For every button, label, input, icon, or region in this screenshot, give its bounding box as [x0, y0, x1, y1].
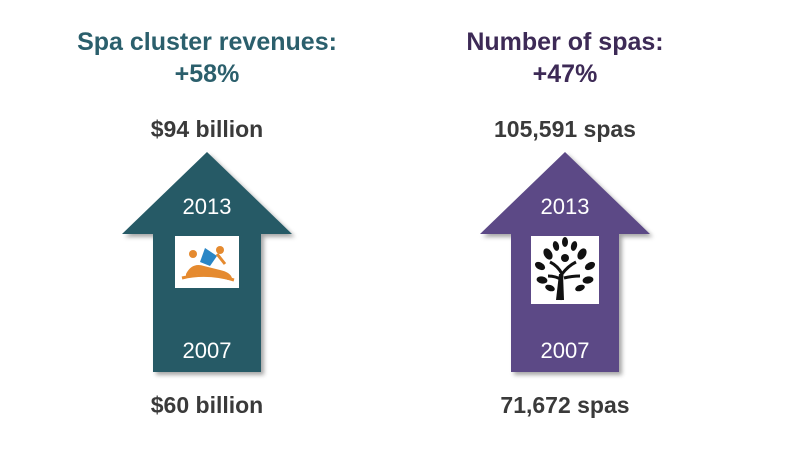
revenue-heading-title: Spa cluster revenues:	[77, 28, 337, 56]
revenue-year-2007: 2007	[183, 338, 232, 363]
spas-panel: Number of spas: +47% 105,591 spas 2013 2…	[400, 0, 730, 450]
revenue-growth-percent: +58%	[174, 60, 240, 88]
spas-2007-value: 71,672 spas	[500, 392, 630, 418]
tree-icon	[531, 236, 599, 304]
spas-arrow: 2013 2007	[480, 152, 650, 372]
spas-heading-title: Number of spas:	[466, 28, 664, 56]
revenue-year-2013: 2013	[183, 194, 232, 219]
spas-2013-value: 105,591 spas	[494, 116, 636, 142]
revenue-panel: Spa cluster revenues: +58% $94 billion 2…	[42, 0, 372, 450]
spas-year-2007: 2007	[541, 338, 590, 363]
massage-icon	[175, 236, 239, 288]
spas-year-2013: 2013	[541, 194, 590, 219]
revenue-arrow: 2013 2007	[122, 152, 292, 372]
spas-heading: Number of spas: +47%	[400, 26, 730, 90]
revenue-2013-value: $94 billion	[150, 116, 264, 142]
revenue-2007-value: $60 billion	[150, 392, 264, 418]
spas-growth-percent: +47%	[532, 60, 598, 88]
revenue-heading: Spa cluster revenues: +58%	[42, 26, 372, 90]
